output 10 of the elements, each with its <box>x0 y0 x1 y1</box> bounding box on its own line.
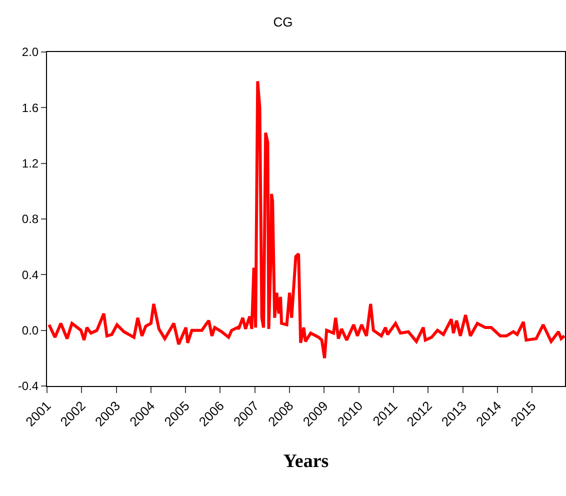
x-axis-title: Years <box>283 451 329 472</box>
y-tick-label: 1.6 <box>22 100 39 115</box>
y-tick-label: -0.4 <box>18 379 39 394</box>
y-tick-label: 0.4 <box>22 268 39 282</box>
chart-title: CG <box>273 14 293 30</box>
line-series <box>48 80 565 360</box>
y-tick-label: 0.0 <box>22 324 39 338</box>
y-tick-label: 1.2 <box>22 156 39 171</box>
y-tick-label: 2.0 <box>22 45 39 60</box>
y-tick-label: 0.8 <box>22 212 39 226</box>
